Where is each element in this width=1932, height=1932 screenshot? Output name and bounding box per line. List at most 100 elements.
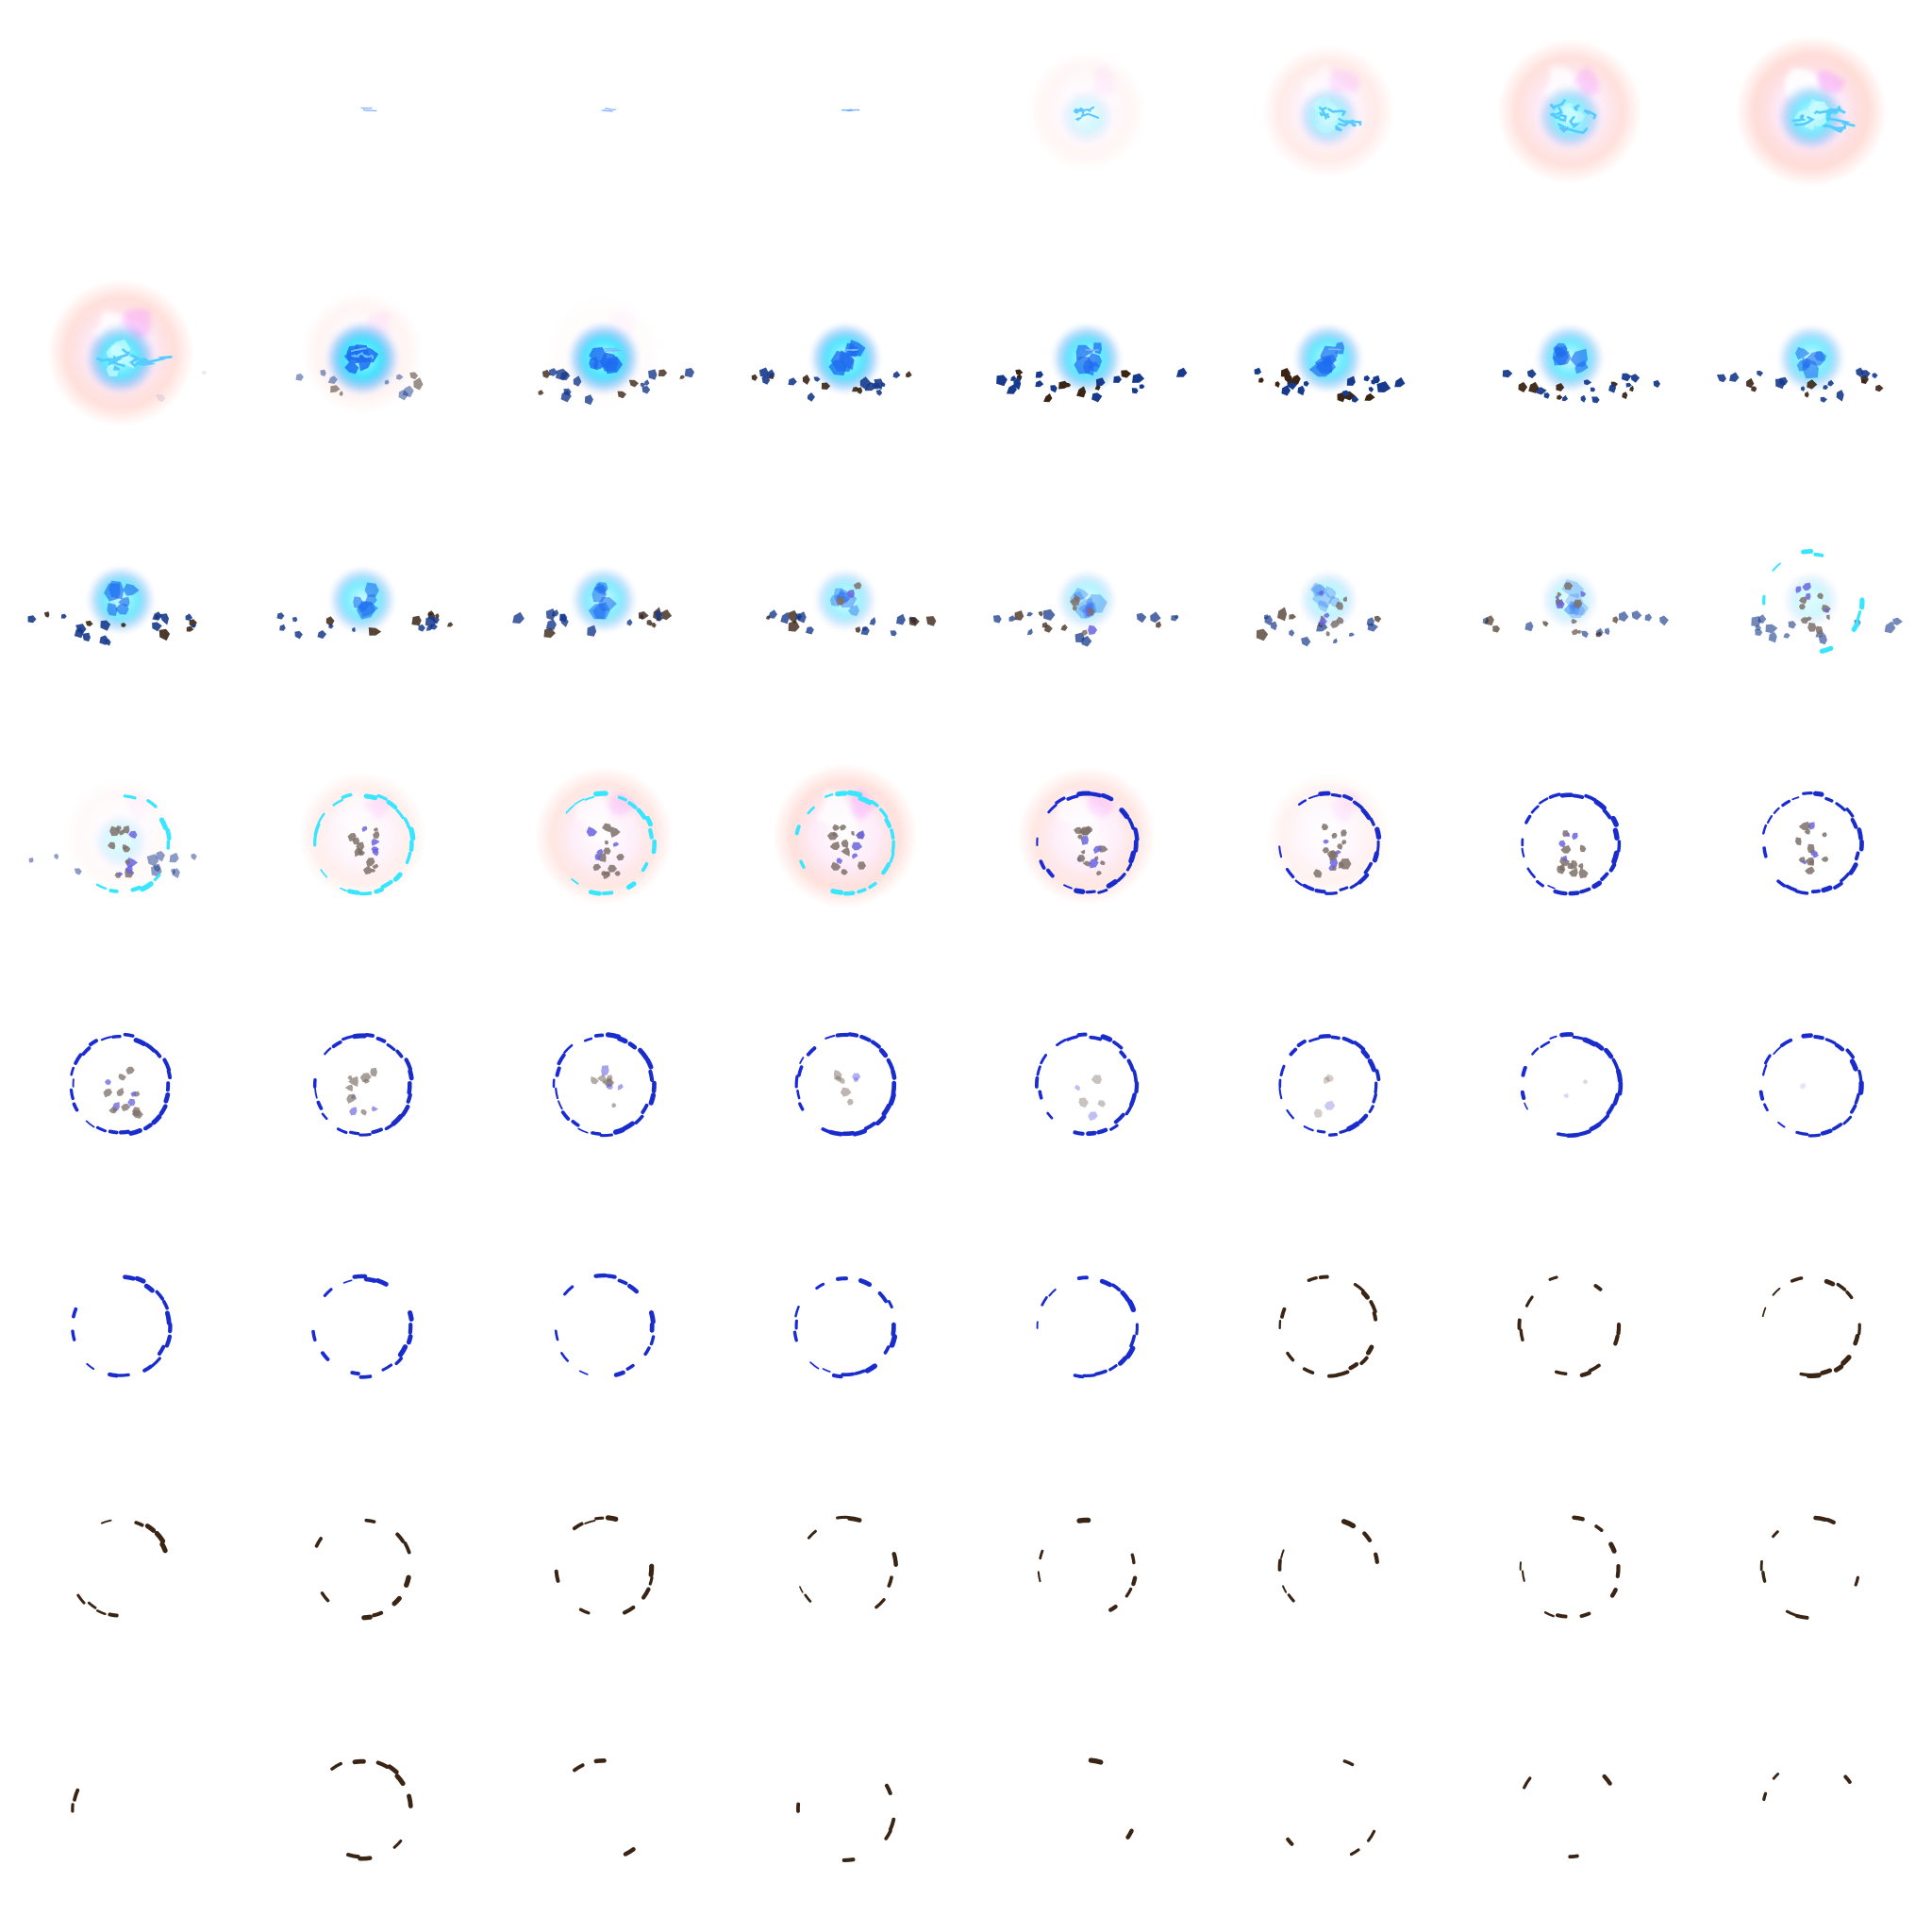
debris-chunk xyxy=(100,620,111,631)
shock-ring-segment xyxy=(72,1307,78,1319)
debris-chunk xyxy=(1131,388,1139,394)
shock-ring-segment xyxy=(1791,796,1800,801)
debris-chunk xyxy=(1304,380,1309,387)
debris-chunk xyxy=(1332,638,1338,643)
shock-ring-segment xyxy=(821,1127,832,1134)
explosion-sprite xyxy=(512,568,673,639)
ring-outline xyxy=(881,1050,886,1056)
ring-outline xyxy=(867,1365,875,1372)
debris-chunk xyxy=(1608,383,1617,393)
explosion-sprite xyxy=(69,1032,173,1136)
shock-ring-segment xyxy=(1824,1278,1836,1287)
sprite-frame-10 xyxy=(242,242,483,483)
sprite-frame-50 xyxy=(242,1449,483,1690)
debris-chunk xyxy=(396,374,404,380)
explosion-sprite xyxy=(1759,1515,1859,1620)
ash-particle xyxy=(358,849,363,855)
ring-outline xyxy=(168,1071,171,1078)
ash-particle xyxy=(596,1074,607,1084)
shock-ring-segment xyxy=(627,801,638,809)
debris-chunk xyxy=(75,624,87,635)
shock-ring-segment xyxy=(584,1037,593,1042)
glow-halo xyxy=(1017,766,1157,906)
ring-outline xyxy=(1595,1043,1603,1049)
shock-ring-segment xyxy=(842,891,856,896)
ash-particle xyxy=(123,825,130,834)
debris-chunk xyxy=(892,371,901,378)
lightning-glow xyxy=(1550,113,1559,119)
sprite-frame-38 xyxy=(1208,966,1449,1208)
lightning-glow xyxy=(143,356,172,364)
ash-particle xyxy=(617,1083,624,1091)
shock-ring-segment xyxy=(332,798,343,807)
lightning-glow xyxy=(358,352,367,357)
ring-outline xyxy=(647,1059,652,1068)
explosion-sprite xyxy=(71,1788,80,1813)
debris-chunk xyxy=(587,625,597,637)
shock-ring-segment xyxy=(622,1605,636,1615)
ring-outline xyxy=(1098,1129,1107,1133)
ring-outline xyxy=(395,1357,402,1364)
explosion-sprite xyxy=(538,295,695,410)
debris-chunk xyxy=(1297,385,1306,396)
ring-outline xyxy=(1591,1124,1600,1130)
sprite-frame-29 xyxy=(966,724,1208,966)
debris-chunk xyxy=(1800,386,1806,391)
ring-outline xyxy=(888,1301,892,1307)
ring-outline xyxy=(1856,853,1858,859)
shock-ring-segment xyxy=(560,1110,571,1121)
debris-chunk xyxy=(1113,375,1122,383)
ash-particle xyxy=(1342,596,1348,602)
ash-particle xyxy=(846,1098,854,1106)
ash-particle xyxy=(1329,858,1339,867)
debris-chunk xyxy=(1729,372,1740,382)
shock-ring-segment xyxy=(1040,1054,1048,1065)
white-cloud xyxy=(575,791,612,831)
debris-chunk xyxy=(1042,608,1056,621)
lightning-glow xyxy=(604,349,621,352)
energy-core xyxy=(1541,572,1598,628)
ring-outline xyxy=(1851,1106,1856,1113)
shock-ring-segment xyxy=(1296,1040,1307,1047)
ash-particle xyxy=(608,864,617,873)
shock-ring-segment xyxy=(1543,1611,1555,1618)
core-lump xyxy=(591,585,608,603)
debris-chunk xyxy=(1132,373,1145,383)
debris-chunk xyxy=(1820,396,1827,403)
debris-chunk xyxy=(1050,385,1058,393)
debris-chunk xyxy=(1823,385,1828,391)
shock-ring-segment xyxy=(1335,1370,1350,1377)
shock-ring-segment xyxy=(317,812,325,824)
magenta-glow xyxy=(607,791,639,816)
ring-outline xyxy=(406,1059,411,1070)
sprite-frame-7 xyxy=(1449,0,1690,242)
ash-particle xyxy=(1807,622,1817,632)
explosion-sprite xyxy=(1521,792,1622,896)
ash-particle xyxy=(852,1073,861,1080)
shock-ring-segment xyxy=(1763,1103,1769,1112)
shock-ring-segment xyxy=(358,1856,373,1861)
shock-ring-segment xyxy=(807,806,815,815)
shock-ring-segment xyxy=(1366,1829,1376,1842)
explosion-sprite xyxy=(1497,39,1642,184)
ring-outline xyxy=(125,1034,133,1037)
debris-chunk xyxy=(1783,633,1790,639)
sprite-frame-49 xyxy=(0,1449,242,1690)
ring-outline xyxy=(1320,1035,1330,1038)
ring-outline xyxy=(354,1275,366,1277)
ring-outline xyxy=(1091,1037,1101,1040)
debris-chunk xyxy=(559,371,571,381)
debris-chunk xyxy=(1543,392,1550,399)
explosion-sprite xyxy=(312,1032,414,1137)
shock-ring-segment xyxy=(1761,1571,1767,1583)
lightning-glow xyxy=(1089,107,1094,111)
shock-ring-segment xyxy=(313,834,317,847)
explosion-sprite xyxy=(1286,1759,1376,1857)
debris-chunk xyxy=(1884,621,1896,634)
debris-chunk xyxy=(191,853,197,860)
shock-ring-segment xyxy=(890,828,895,840)
explosion-sprite xyxy=(276,567,454,640)
debris-chunk xyxy=(1805,391,1809,398)
ring-outline xyxy=(408,1083,410,1093)
